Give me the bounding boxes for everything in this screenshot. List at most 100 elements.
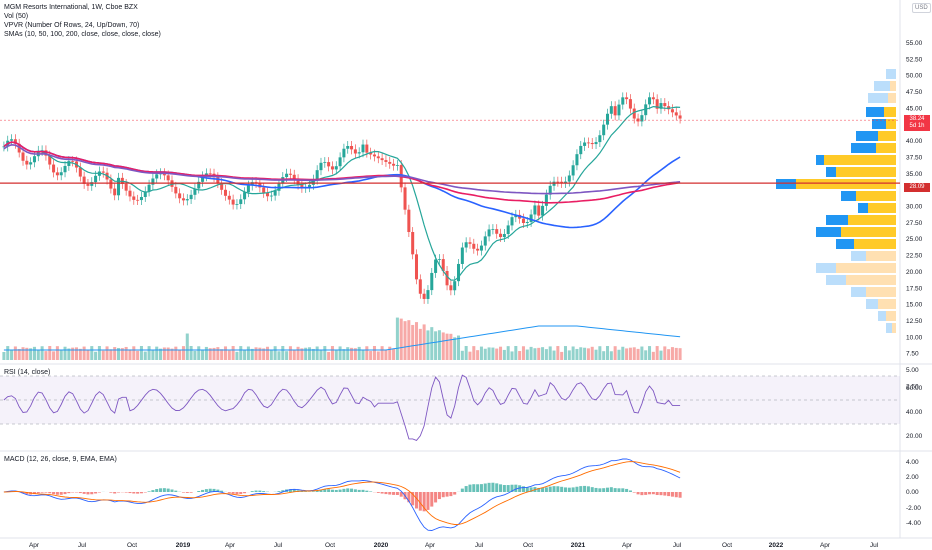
- sma-indicator-label[interactable]: SMAs (10, 50, 100, 200, close, close, cl…: [4, 31, 161, 38]
- macd-histogram-bar: [21, 492, 25, 494]
- volume-bar: [499, 346, 503, 360]
- volume-bar: [468, 351, 472, 360]
- volume-bar: [510, 351, 514, 360]
- candle-body: [143, 191, 147, 197]
- volume-bar: [231, 346, 235, 360]
- macd-histogram-bar: [113, 492, 117, 494]
- macd-histogram-bar: [594, 487, 598, 492]
- macd-histogram-bar: [94, 492, 98, 494]
- volume-bar: [674, 347, 678, 360]
- volume-bar: [670, 347, 674, 360]
- candle-body: [441, 259, 445, 271]
- candle-body: [655, 99, 659, 109]
- volume-bar: [59, 349, 63, 360]
- volume-bar: [605, 346, 610, 360]
- volume-bar: [350, 347, 354, 360]
- candle-body: [384, 160, 388, 162]
- volume-bar: [82, 346, 86, 360]
- candle-body: [414, 254, 419, 280]
- macd-histogram-bar: [663, 492, 667, 496]
- macd-histogram-bar: [277, 491, 281, 492]
- vpvr-indicator-label[interactable]: VPVR (Number Of Rows, 24, Up/Down, 70): [4, 22, 140, 29]
- candle-body: [265, 192, 270, 197]
- candle-body: [678, 115, 682, 119]
- macd-histogram-bar: [472, 484, 476, 492]
- candle-body: [434, 259, 438, 273]
- vpvr-up-bar: [874, 81, 890, 91]
- volume-bar: [323, 346, 327, 360]
- macd-histogram-bar: [132, 492, 136, 494]
- macd-histogram-bar: [338, 489, 342, 492]
- macd-histogram-bar: [288, 489, 292, 492]
- candle-body: [594, 142, 598, 145]
- candle-body: [674, 112, 678, 116]
- candle-body: [487, 229, 491, 237]
- rsi-axis-label: 40.00: [906, 409, 923, 416]
- macd-histogram-bar: [32, 492, 36, 495]
- macd-legend[interactable]: MACD (12, 26, close, 9, EMA, EMA): [4, 456, 117, 463]
- candle-body: [48, 155, 52, 165]
- volume-bar: [44, 351, 48, 360]
- price-axis-label: 22.50: [906, 253, 923, 260]
- candle-body: [2, 146, 6, 148]
- macd-histogram-bar: [109, 492, 113, 493]
- volume-bar: [208, 348, 212, 360]
- macd-histogram-bar: [541, 487, 545, 492]
- volume-bar: [544, 349, 548, 360]
- current-price-tag: 38.24 5d 1h: [904, 115, 930, 131]
- candle-body: [544, 194, 548, 206]
- candle-body: [491, 229, 495, 230]
- volume-bar: [651, 351, 655, 360]
- vol-indicator-label[interactable]: Vol (50): [4, 13, 29, 20]
- candle-body: [586, 142, 590, 144]
- rsi-legend[interactable]: RSI (14, close): [4, 369, 51, 376]
- candle-body: [617, 104, 621, 116]
- candle-body: [101, 171, 105, 173]
- candle-body: [311, 179, 315, 185]
- candle-body: [59, 172, 63, 176]
- volume-bar: [178, 350, 182, 360]
- price-axis-label: 10.00: [906, 334, 923, 341]
- vpvr-up-bar: [836, 239, 854, 249]
- volume-bar: [556, 346, 560, 360]
- volume-bar: [346, 347, 350, 360]
- candle-body: [71, 161, 75, 162]
- volume-bar: [380, 346, 384, 360]
- candle-body: [21, 152, 25, 161]
- candle-body: [625, 97, 629, 100]
- volume-bar: [288, 346, 292, 360]
- candle-body: [193, 188, 197, 195]
- volume-bar: [586, 348, 590, 360]
- vpvr-down-bar: [892, 323, 896, 333]
- volume-bar: [613, 346, 617, 360]
- price-axis-label: 7.50: [906, 351, 919, 358]
- vpvr-down-bar: [878, 131, 896, 141]
- macd-histogram-bar: [281, 490, 285, 492]
- vpvr-down-bar: [854, 239, 896, 249]
- candle-body: [78, 167, 82, 177]
- sma10-line: [22, 105, 681, 281]
- price-axis-label: 50.00: [906, 73, 923, 80]
- macd-histogram-bar: [667, 492, 671, 497]
- volume-bar: [55, 346, 59, 360]
- volume-bar: [120, 348, 124, 360]
- currency-badge[interactable]: USD: [912, 3, 931, 13]
- macd-line: [3, 458, 681, 531]
- candle-body: [52, 164, 56, 173]
- volume-bar: [235, 351, 239, 360]
- candle-body: [598, 135, 602, 143]
- volume-bar: [403, 321, 407, 360]
- time-axis-label: 2019: [176, 542, 191, 549]
- candle-body: [147, 184, 151, 192]
- macd-histogram-bar: [632, 492, 636, 493]
- volume-bar: [422, 324, 426, 360]
- volume-bar: [223, 346, 227, 360]
- symbol-title[interactable]: MGM Resorts International, 1W, Cboe BZX: [4, 4, 138, 11]
- macd-histogram-bar: [418, 492, 422, 511]
- candle-body: [453, 281, 457, 291]
- macd-histogram-bar: [548, 486, 552, 492]
- macd-histogram-bar: [384, 492, 388, 495]
- macd-histogram-bar: [315, 490, 319, 492]
- vpvr-down-bar: [886, 119, 896, 129]
